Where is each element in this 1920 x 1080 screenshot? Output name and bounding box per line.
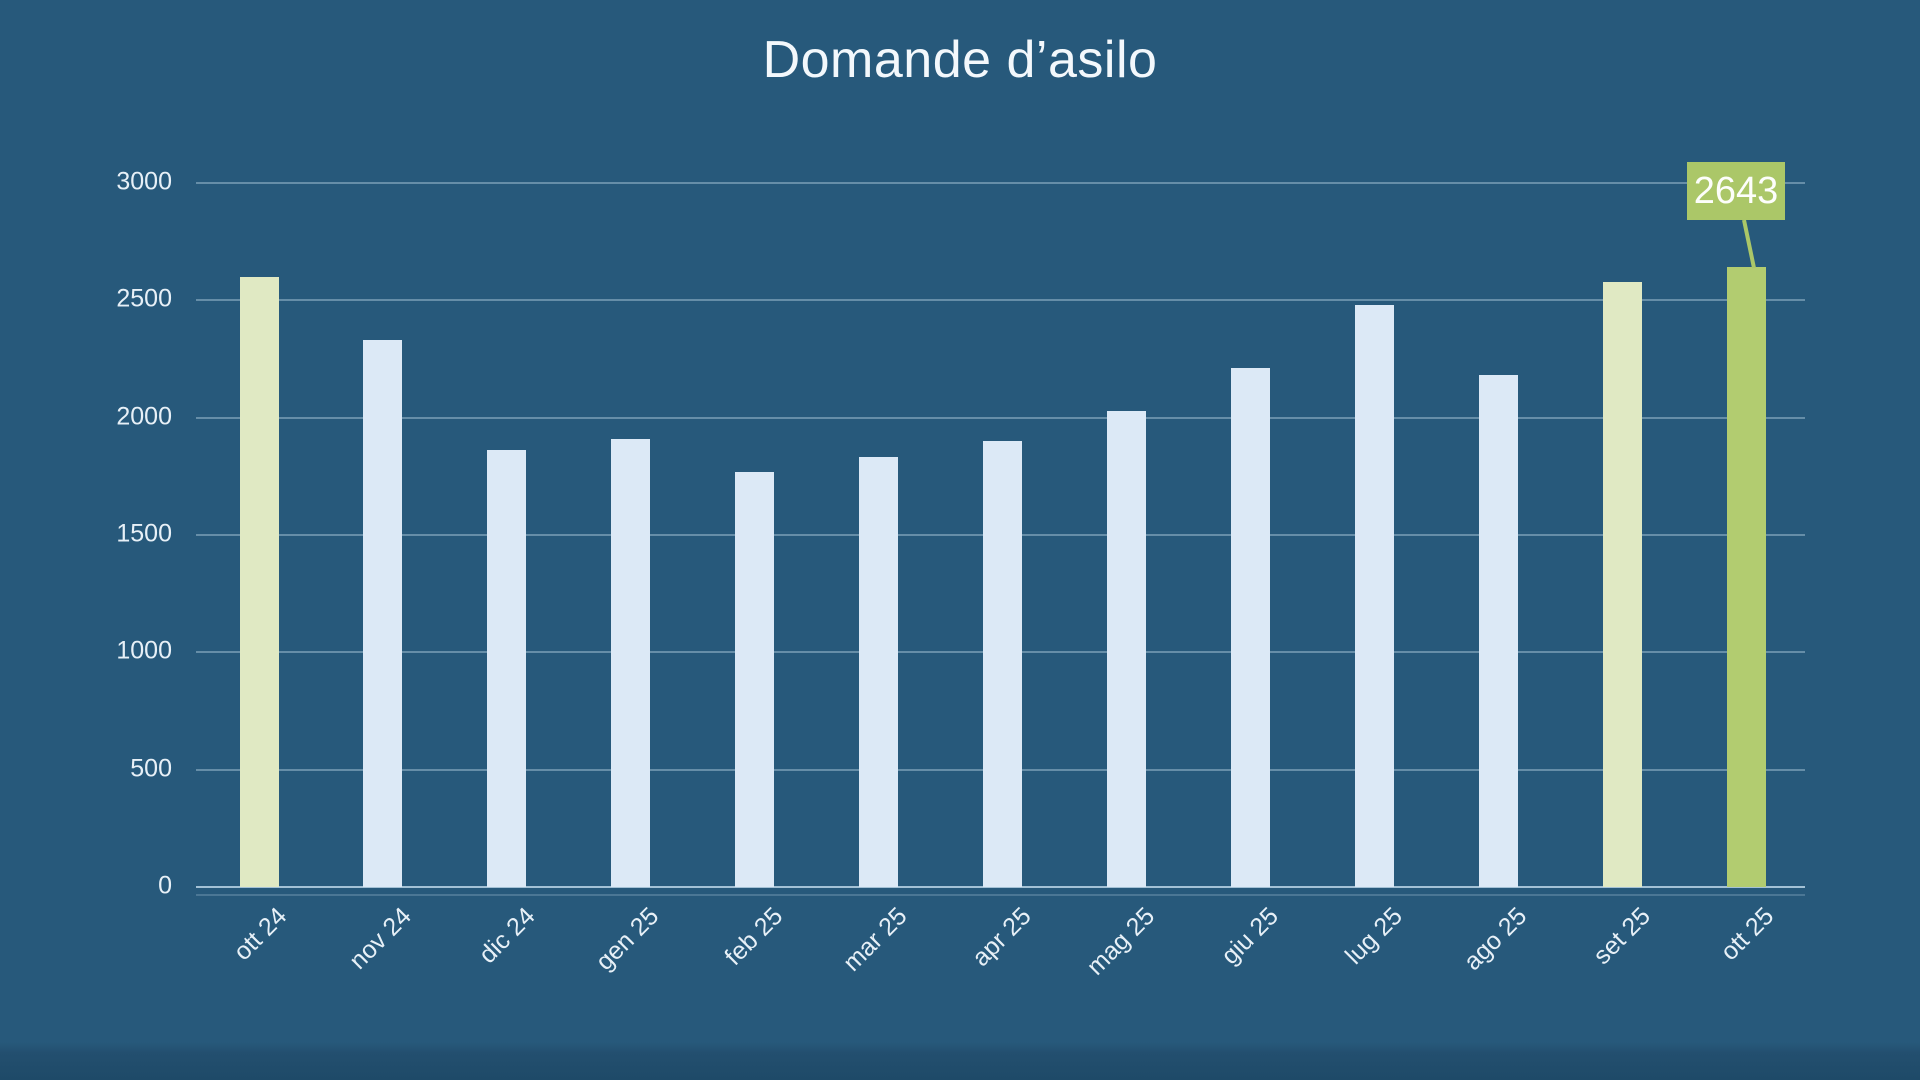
x-axis-tick-label-ott-25: ott 25	[1715, 902, 1780, 967]
x-axis-tick-label-feb-25: feb 25	[719, 902, 789, 971]
data-label-callout: 2643	[1687, 162, 1785, 220]
bar-nov-24	[363, 340, 403, 887]
bar-mag-25	[1106, 410, 1146, 887]
y-axis-tick-label-2500: 2500	[116, 284, 172, 313]
x-axis-tick-label-mar-25: mar 25	[837, 902, 913, 977]
bar-mar-25	[859, 457, 899, 887]
bar-gen-25	[611, 438, 651, 887]
x-axis-tick-label-mag-25: mag 25	[1081, 902, 1161, 981]
y-axis-tick-label-3000: 3000	[116, 167, 172, 196]
chart-title: Domande d’asilo	[762, 31, 1158, 89]
x-axis-tick-label-ago-25: ago 25	[1458, 902, 1532, 976]
x-axis-tick-label-giu-25: giu 25	[1216, 902, 1285, 970]
y-axis-tick-label-0: 0	[158, 871, 172, 900]
x-axis-tick-label-nov-24: nov 24	[343, 902, 417, 975]
gridline-y-3000	[196, 182, 1805, 184]
bar-lug-25	[1354, 304, 1394, 887]
x-axis-tick-label-ott-24: ott 24	[228, 902, 293, 967]
y-axis-tick-label-1000: 1000	[116, 636, 172, 665]
bar-ago-25	[1478, 375, 1518, 887]
x-axis-tick-label-dic-24: dic 24	[473, 902, 541, 969]
data-label-value: 2643	[1693, 169, 1779, 212]
bar-feb-25	[735, 471, 775, 887]
gridline-y-2500	[196, 299, 1805, 302]
gridline-y-2000	[196, 416, 1805, 419]
bar-ott-25	[1726, 266, 1766, 887]
x-axis-tick-label-apr-25: apr 25	[966, 902, 1037, 972]
y-axis-tick-label-1500: 1500	[116, 519, 172, 548]
bar-dic-24	[487, 450, 527, 887]
bar-giu-25	[1230, 368, 1270, 887]
bar-set-25	[1602, 281, 1642, 887]
axis-baseline-shadow	[196, 893, 1805, 896]
x-axis-tick-label-lug-25: lug 25	[1340, 902, 1409, 970]
y-axis-tick-label-500: 500	[130, 753, 172, 782]
x-axis-tick-label-set-25: set 25	[1587, 902, 1656, 970]
x-axis-tick-label-gen-25: gen 25	[590, 902, 665, 976]
bar-ott-24	[239, 276, 279, 887]
gridline-y-0	[196, 885, 1805, 888]
bar-apr-25	[983, 441, 1023, 887]
y-axis-tick-label-2000: 2000	[116, 401, 172, 430]
